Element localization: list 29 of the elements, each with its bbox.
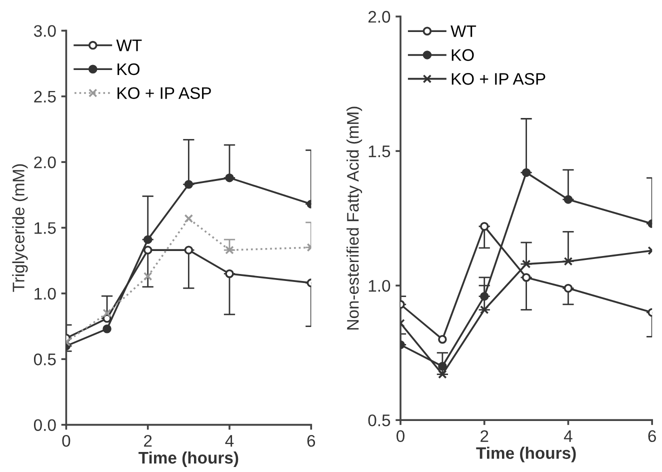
y-axis-title: Triglyceride (mM)	[12, 164, 28, 292]
legend-label: KO + IP ASP	[452, 73, 546, 85]
y-tick-label: 0.5	[34, 354, 56, 366]
legend-label: KO	[452, 49, 474, 61]
y-tick-label: 2.5	[34, 90, 56, 103]
y-tick-label: 0.0	[34, 419, 56, 432]
y-tick-label: 1.0	[34, 288, 56, 300]
x-tick-label: 4	[225, 435, 234, 447]
y-tick-label: 1.5	[368, 146, 390, 158]
y-tick-label: 3.0	[34, 25, 56, 37]
x-tick-label: 6	[648, 430, 656, 442]
x-tick-label: 0	[396, 430, 404, 442]
x-tick-label: 2	[144, 434, 152, 447]
legend-label: WT	[450, 25, 476, 37]
x-tick-label: 6	[307, 434, 316, 447]
y-axis-title: Non-esterified Fatty Acid (mM)	[346, 106, 362, 330]
x-axis-title: Time (hours)	[476, 446, 576, 462]
y-tick-label: 1.5	[34, 222, 56, 234]
y-tick-label: 2.0	[34, 156, 56, 168]
x-tick-label: 2	[480, 430, 488, 442]
legend-label: WT	[116, 40, 142, 52]
y-tick-label: 2.0	[368, 10, 390, 23]
y-tick-label: 1.0	[368, 280, 390, 292]
legend-label: KO	[118, 63, 140, 76]
x-tick-label: 4	[564, 430, 572, 442]
y-tick-label: 0.5	[368, 414, 390, 426]
legend-label: KO + IP ASP	[118, 87, 211, 99]
x-tick-label: 0	[62, 434, 70, 447]
x-axis-title: Time (hours)	[138, 451, 238, 467]
